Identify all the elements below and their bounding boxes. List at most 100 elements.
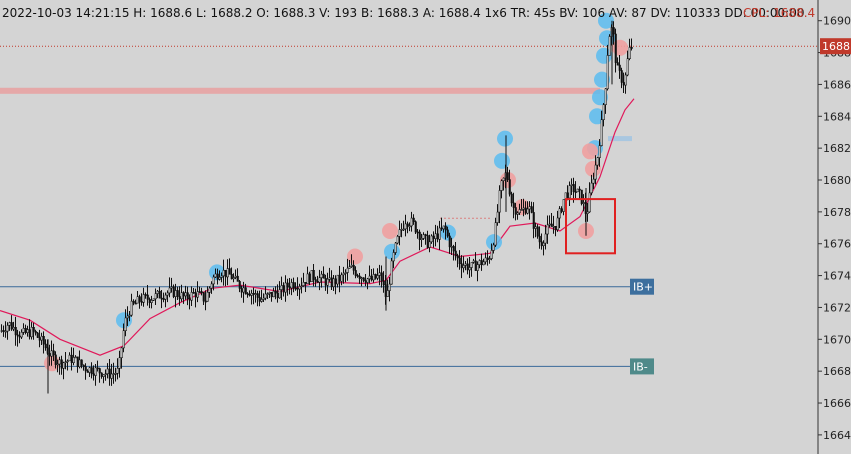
candle-body: [292, 282, 295, 289]
candle-body: [418, 231, 421, 241]
candle-body: [534, 226, 537, 229]
candle-body: [314, 279, 317, 282]
candle-body: [84, 366, 87, 372]
candle-body: [430, 235, 433, 243]
candle-body: [76, 356, 79, 367]
candle-body: [52, 350, 55, 356]
candle-body: [232, 277, 235, 280]
candle-body: [594, 164, 597, 180]
candle-body: [490, 250, 493, 259]
candle-body: [502, 177, 505, 182]
candle-body: [168, 287, 171, 294]
candle-body: [254, 293, 257, 295]
candle-body: [492, 244, 495, 251]
candle-body: [214, 273, 217, 278]
candle-body: [578, 188, 581, 191]
candle-body: [26, 329, 29, 333]
candle-body: [336, 274, 339, 285]
candle-body: [350, 264, 353, 267]
candle-body: [406, 223, 409, 227]
candle-body: [494, 222, 497, 246]
candle-body: [114, 372, 117, 375]
candle-body: [542, 242, 545, 247]
candle-body: [6, 325, 9, 332]
candle-body: [166, 292, 169, 296]
candle-body: [588, 192, 591, 213]
candle-body: [222, 269, 225, 277]
candle-body: [592, 178, 595, 184]
candle-body: [200, 291, 203, 293]
candle-body: [162, 298, 165, 300]
last-price-label: 1688: [822, 40, 850, 53]
candle-body: [604, 88, 607, 106]
last-price-tag: [820, 38, 851, 55]
axis-background: [818, 0, 851, 454]
candle-body: [226, 268, 229, 278]
candle-body: [238, 281, 241, 289]
candle-body: [234, 275, 237, 278]
level-bands: [0, 45, 818, 367]
candle-body: [192, 291, 195, 294]
candle-body: [472, 260, 475, 263]
candle-body: [264, 293, 267, 299]
candle-body: [600, 119, 603, 146]
candle-body: [50, 350, 53, 357]
candle-body: [372, 274, 375, 281]
candle-body: [608, 36, 611, 56]
candle-body: [312, 269, 315, 280]
candle-body: [376, 275, 379, 279]
candle-body: [348, 266, 351, 269]
candle-body: [22, 327, 25, 333]
candle-body: [154, 293, 157, 300]
candle-body: [554, 226, 557, 231]
y-tick-label: 1670: [823, 333, 851, 346]
candle-body: [412, 217, 415, 223]
y-tick-label: 1682: [823, 142, 851, 155]
candle-body: [462, 265, 465, 269]
candle-body: [478, 260, 481, 265]
candle-body: [364, 280, 367, 283]
candle-body: [538, 235, 541, 243]
candle-body: [536, 226, 539, 237]
candle-body: [532, 212, 535, 229]
candle-body: [498, 190, 501, 213]
candle-body: [552, 226, 555, 228]
candle-body: [304, 281, 307, 284]
candle-body: [44, 343, 47, 349]
candle-body: [138, 296, 141, 302]
y-tick-label: 1686: [823, 78, 851, 91]
candle-body: [124, 317, 127, 331]
candle-body: [458, 257, 461, 264]
candle-body: [510, 193, 513, 204]
candle-body: [308, 273, 311, 283]
candle-body: [574, 191, 577, 193]
candle-body: [132, 300, 135, 304]
candle-body: [440, 227, 443, 230]
candle-body: [102, 374, 105, 377]
candle-body: [480, 260, 483, 266]
candle-body: [74, 356, 77, 359]
candle-body: [366, 278, 369, 283]
candle-body: [240, 288, 243, 293]
highlight-box: [565, 198, 616, 255]
candle-body: [514, 207, 517, 215]
candle-body: [8, 322, 11, 326]
candle-body: [250, 292, 253, 296]
candle-body: [448, 235, 451, 248]
candle-body: [400, 229, 403, 231]
candle-body: [68, 354, 71, 362]
candle-body: [224, 269, 227, 278]
candle-body: [618, 64, 621, 71]
candle-body: [326, 278, 329, 286]
candle-body: [110, 373, 113, 379]
candle-body: [64, 361, 67, 364]
candle-body: [528, 206, 531, 210]
candle-body: [420, 238, 423, 240]
candle-body: [598, 145, 601, 158]
candle-body: [316, 281, 319, 283]
candle-body: [562, 199, 565, 212]
candle-body: [474, 260, 477, 271]
candle-body: [140, 301, 143, 303]
candle-body: [606, 55, 609, 90]
candle-body: [98, 368, 101, 374]
